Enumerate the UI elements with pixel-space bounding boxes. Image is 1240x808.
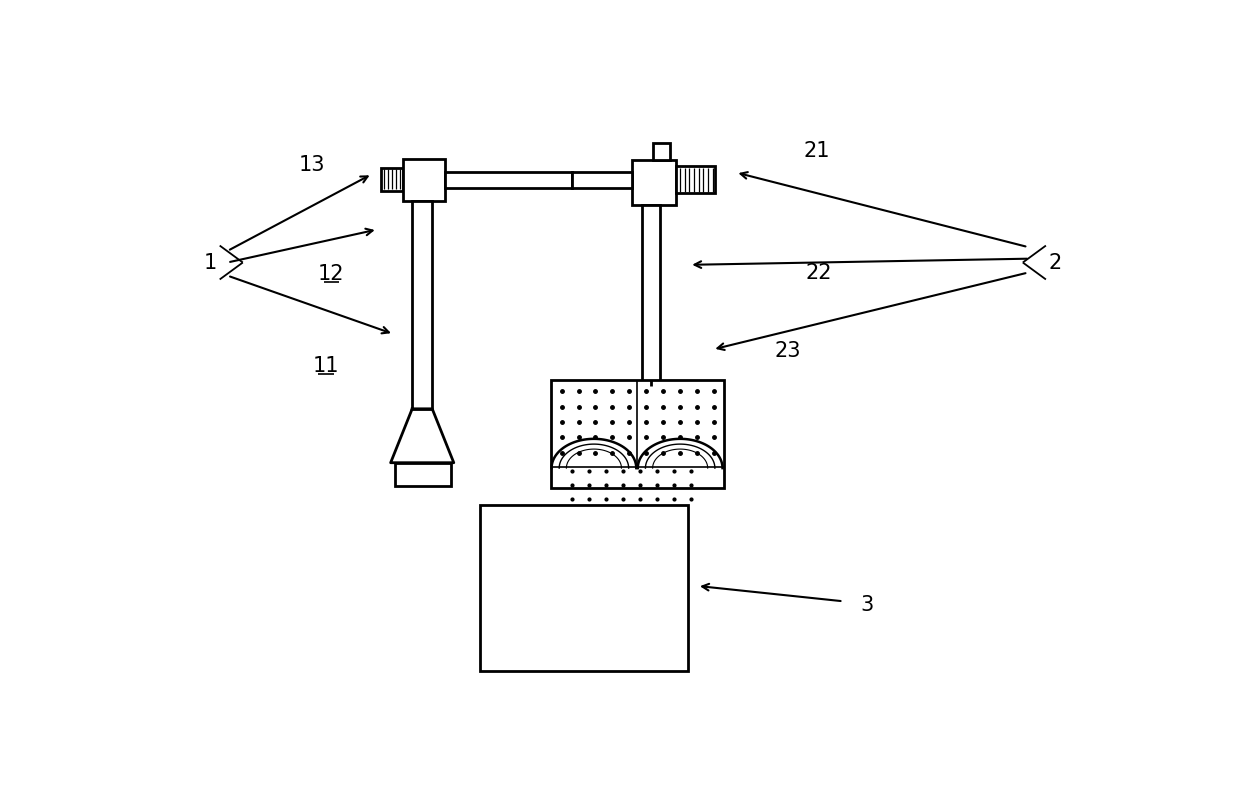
Bar	[653, 143, 670, 160]
Bar	[631, 160, 676, 204]
Text: 23: 23	[775, 341, 801, 361]
Text: 12: 12	[319, 264, 345, 284]
Bar	[382, 168, 403, 191]
Bar	[573, 172, 631, 187]
Bar	[551, 381, 724, 488]
Text: 21: 21	[804, 141, 830, 161]
Text: 1: 1	[203, 253, 217, 272]
Bar	[403, 158, 445, 201]
Text: 13: 13	[299, 154, 325, 175]
Bar	[641, 204, 660, 385]
Bar	[445, 172, 573, 187]
Text: 11: 11	[312, 356, 340, 377]
Text: 22: 22	[806, 263, 832, 283]
Polygon shape	[391, 409, 454, 463]
Bar	[676, 166, 714, 193]
Bar	[396, 463, 450, 486]
Text: 2: 2	[1049, 253, 1061, 272]
Text: 3: 3	[859, 595, 873, 615]
Bar	[480, 505, 688, 671]
Bar	[412, 201, 433, 409]
